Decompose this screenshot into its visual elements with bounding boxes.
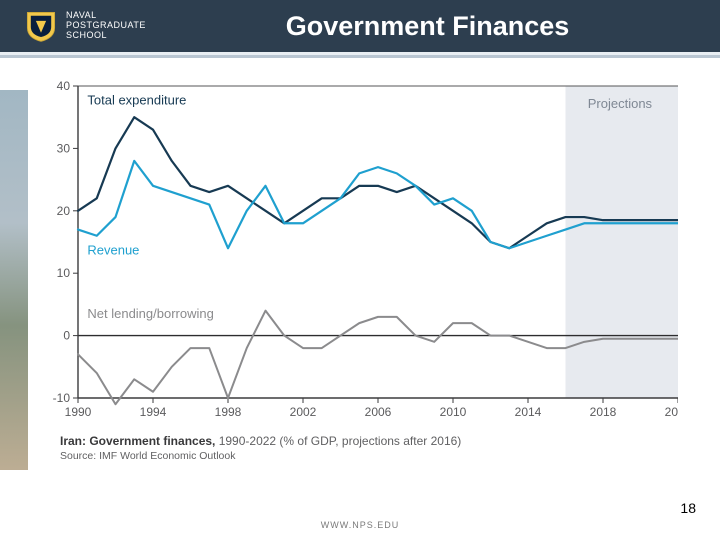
institution-name: NAVAL POSTGRADUATE SCHOOL <box>66 11 146 41</box>
page-number: 18 <box>680 500 696 516</box>
series-label: Total expenditure <box>87 93 186 108</box>
chart-caption: Iran: Government finances, 1990-2022 (% … <box>60 434 461 462</box>
slide-title: Government Finances <box>195 11 720 42</box>
x-tick-label: 2002 <box>290 405 317 419</box>
y-tick-label: 0 <box>63 329 70 343</box>
slide-root: NAVAL POSTGRADUATE SCHOOL Government Fin… <box>0 0 720 540</box>
x-tick-label: 2006 <box>365 405 392 419</box>
caption-bold: Iran: Government finances, <box>60 434 215 448</box>
projections-label: Projections <box>588 96 653 111</box>
y-tick-label: 20 <box>57 204 71 218</box>
projections-band <box>566 86 679 398</box>
y-tick-label: 10 <box>57 266 71 280</box>
caption-rest: 1990-2022 (% of GDP, projections after 2… <box>215 434 461 448</box>
footer-url: WWW.NPS.EDU <box>0 520 720 530</box>
x-tick-label: 2018 <box>590 405 617 419</box>
caption-source: Source: IMF World Economic Outlook <box>60 450 461 462</box>
chart-svg: Projections -10 0 10 20 30 40 1990 1994 1998 2002 2… <box>38 78 678 438</box>
series-label: Net lending/borrowing <box>87 306 213 321</box>
gov-finances-chart: Projections -10 0 10 20 30 40 1990 1994 1998 2002 2… <box>38 78 678 438</box>
y-tick-label: 30 <box>57 141 71 155</box>
series-label: Revenue <box>87 242 139 257</box>
y-tick-label: -10 <box>53 391 71 405</box>
logo-line: SCHOOL <box>66 31 146 41</box>
x-tick-label: 1990 <box>65 405 92 419</box>
x-tick-label: 1994 <box>140 405 167 419</box>
x-tick-label: 2010 <box>440 405 467 419</box>
slide-header: NAVAL POSTGRADUATE SCHOOL Government Fin… <box>0 0 720 52</box>
x-tick-label: 2014 <box>515 405 542 419</box>
x-tick-label: 1998 <box>215 405 242 419</box>
y-tick-label: 40 <box>57 79 71 93</box>
x-tick-label: 2022 <box>665 405 678 419</box>
decorative-photo-strip <box>0 90 28 470</box>
shield-icon <box>24 9 58 43</box>
institution-logo: NAVAL POSTGRADUATE SCHOOL <box>0 9 195 43</box>
header-stripe <box>0 52 720 58</box>
